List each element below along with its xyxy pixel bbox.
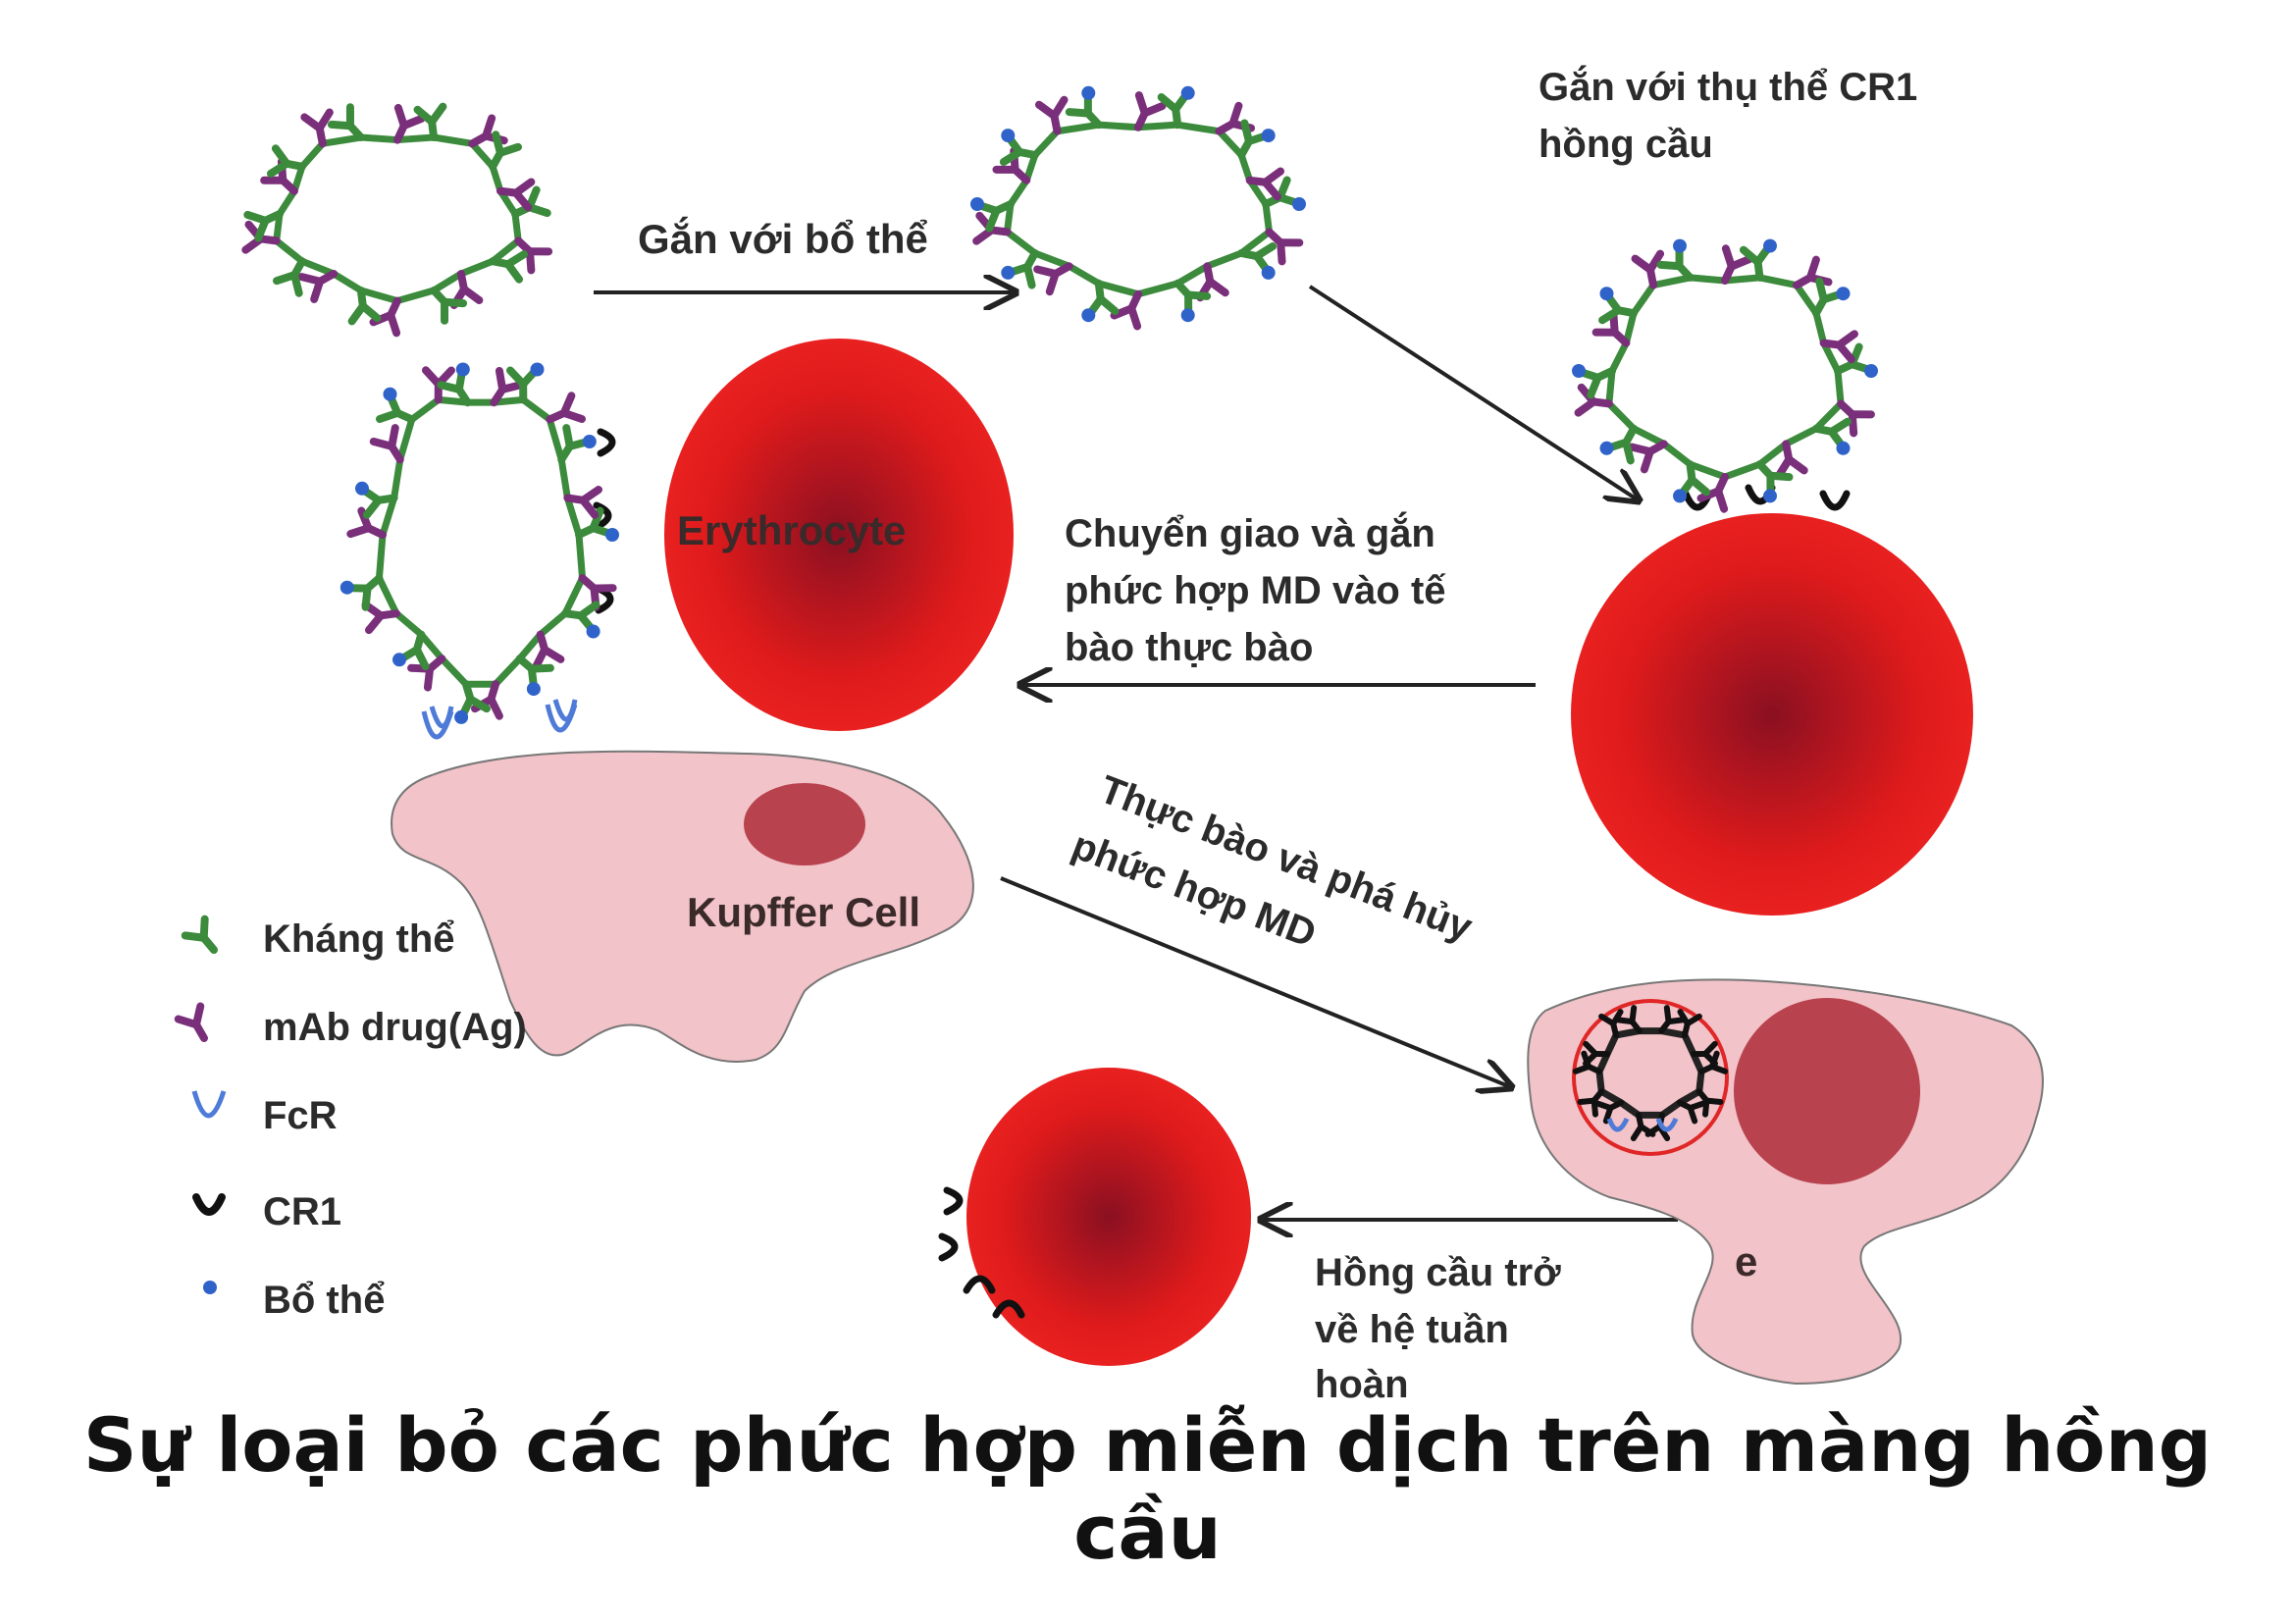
complement-dot-icon (1599, 441, 1614, 455)
complement-dot-icon (1836, 287, 1851, 301)
immune-complex-4-transferred (339, 362, 619, 724)
cr1-b4 (992, 1299, 1025, 1319)
complement-dot-icon (1836, 441, 1851, 455)
complement-dot-icon (1261, 129, 1276, 143)
legend-cr1-label: CR1 (263, 1190, 341, 1233)
legend-mab-drug-label: mAb drug(Ag) (263, 1006, 527, 1049)
kupffer-nucleus-2 (1734, 998, 1920, 1184)
step-transfer-line2: phức hợp MD vào tế (1065, 569, 1446, 612)
fcr-in-phagosome-1 (1606, 1117, 1630, 1132)
arrow-phagocytosis (1000, 876, 1511, 1087)
step-return-line3: hoàn (1315, 1363, 1409, 1406)
legend-complement-label: Bổ thể (263, 1279, 385, 1322)
legend-mab-drug-icon (179, 1007, 216, 1045)
complement-dot-icon (383, 387, 397, 401)
complement-dot-icon (1864, 364, 1878, 378)
complement-dot-icon (1763, 489, 1777, 503)
legend-complement-dot-icon (203, 1281, 217, 1294)
kupffer-cell (391, 750, 974, 1063)
legend-fcr-label: FcR (263, 1094, 338, 1137)
cr1-b2 (938, 1232, 959, 1262)
erythrocyte-top (664, 339, 1014, 731)
mab-drug-icon (1248, 168, 1280, 196)
immune-complex-2-complement (970, 85, 1306, 327)
step-transfer-line1: Chuyển giao và gắn (1065, 510, 1435, 555)
complement-dot-icon (1763, 238, 1777, 253)
step-transfer-line3: bào thực bào (1065, 626, 1313, 669)
step-return-line1: Hồng cầu trở (1315, 1251, 1561, 1294)
complement-dot-icon (1180, 308, 1195, 323)
legend-antibody-icon (185, 919, 224, 959)
complex-backbone (375, 395, 587, 688)
fcr-on-kupffer (421, 699, 578, 740)
figure-caption: Sự loại bỏ các phức hợp miễn dịch trên m… (82, 1401, 2213, 1576)
kupffer-cell-phagocytosing (1527, 978, 2045, 1386)
complement-dot-icon (1572, 364, 1586, 378)
degraded-complex (1576, 1008, 1725, 1138)
immune-complex-1 (245, 107, 548, 334)
mab-drug-icon (528, 631, 560, 666)
legend: Kháng thể mAb drug(Ag) FcR CR1 Bổ thể (179, 917, 527, 1322)
legend-cr1-receptor-icon (192, 1193, 226, 1216)
complement-dot-icon (392, 653, 406, 667)
complement-dot-icon (530, 362, 545, 377)
cr1-r3 (1819, 490, 1851, 511)
complement-dot-icon (1292, 197, 1306, 211)
complement-dot-icon (1599, 287, 1614, 301)
erythrocyte-right (1571, 484, 1973, 916)
step-bind-complement: Gắn với bổ thể (638, 215, 928, 262)
cr1-b1 (943, 1186, 964, 1216)
complement-dot-icon (1261, 265, 1276, 280)
cr1-b3 (963, 1275, 996, 1294)
complement-dot-icon (526, 682, 541, 697)
complement-dot-icon (605, 528, 619, 542)
erythrocyte-label: Erythrocyte (677, 507, 906, 553)
antibody-icon (482, 134, 518, 173)
step-return-line2: về hệ tuần (1315, 1308, 1509, 1351)
complement-dot-icon (1001, 129, 1016, 143)
kupffer-cell-label: Kupffer Cell (687, 889, 920, 935)
complement-dot-icon (1081, 308, 1096, 323)
phagosome (1572, 999, 1729, 1156)
complement-dot-icon (1001, 265, 1016, 280)
complement-dot-icon (1081, 85, 1096, 100)
process-arrows (594, 287, 1678, 1220)
erythrocyte-returned (938, 1068, 1251, 1366)
step-bind-cr1-line1: Gắn với thụ thể CR1 (1539, 64, 1917, 109)
complement-dot-icon (1673, 238, 1687, 253)
legend-fcr-receptor-icon (191, 1090, 227, 1119)
complement-dot-icon (454, 709, 469, 724)
legend-antibody-label: Kháng thể (263, 917, 455, 961)
complement-dot-icon (970, 197, 984, 211)
kupffer-nucleus (744, 783, 865, 865)
antibody-icon (418, 107, 446, 139)
complement-dot-icon (355, 481, 369, 496)
complement-dot-icon (1180, 85, 1195, 100)
fcr-in-phagosome-2 (1655, 1117, 1679, 1132)
immune-complex-3-cr1-bound (1572, 238, 1878, 509)
complement-dot-icon (582, 435, 597, 448)
stray-letter: e (1735, 1238, 1757, 1284)
complement-dot-icon (455, 362, 470, 377)
complement-dot-icon (1673, 489, 1687, 503)
complement-dot-icon (586, 624, 600, 639)
antibody-icon (1230, 123, 1267, 161)
complement-dot-icon (339, 580, 354, 595)
step-bind-cr1-line2: hồng cầu (1539, 123, 1713, 166)
mab-drug-icon (498, 179, 531, 207)
arrow-to-cr1 (1308, 285, 1639, 500)
